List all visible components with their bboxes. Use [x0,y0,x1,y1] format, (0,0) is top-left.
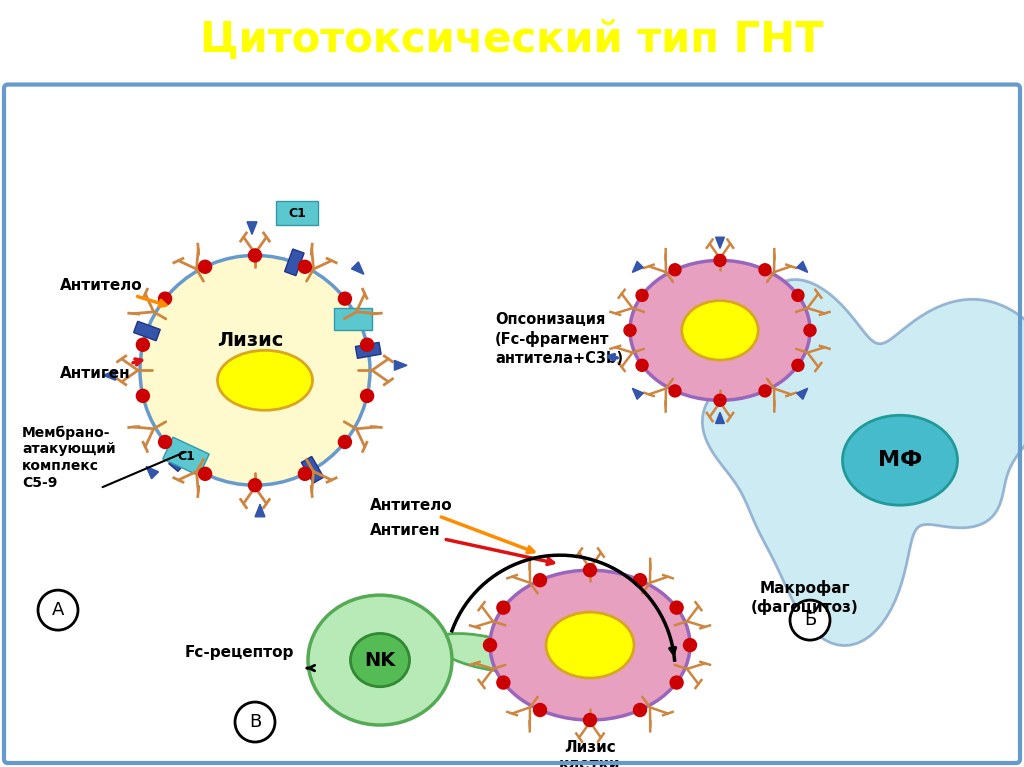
Bar [301,456,324,483]
Bar [285,249,304,275]
Polygon shape [632,262,643,272]
Polygon shape [797,388,808,400]
Text: Лизис
клетки: Лизис клетки [559,740,621,767]
Text: Цитотоксический тип ГНТ: Цитотоксический тип ГНТ [200,19,824,61]
Ellipse shape [682,301,758,360]
Ellipse shape [308,595,452,725]
Circle shape [714,255,726,266]
Circle shape [759,264,771,276]
Polygon shape [247,222,257,235]
Circle shape [140,255,370,486]
Text: Мембрано-
атакующий
комплекс
С5-9: Мембрано- атакующий комплекс С5-9 [22,425,116,490]
Text: Лизис: Лизис [217,331,284,350]
Ellipse shape [630,260,810,400]
Text: Антитело: Антитело [60,278,166,306]
Circle shape [804,324,816,337]
Circle shape [249,249,261,262]
Polygon shape [632,388,643,400]
Circle shape [792,289,804,301]
Circle shape [683,639,696,652]
Bar [334,308,372,330]
Circle shape [669,264,681,276]
Circle shape [534,574,547,587]
Ellipse shape [490,570,690,720]
Polygon shape [716,413,724,423]
Circle shape [669,385,681,397]
Circle shape [670,676,683,689]
Text: В: В [249,713,261,731]
Polygon shape [797,262,808,272]
Circle shape [497,676,510,689]
Polygon shape [146,466,159,479]
Circle shape [636,289,648,301]
Circle shape [234,702,275,742]
Circle shape [792,359,804,371]
Circle shape [298,467,311,480]
Text: А: А [52,601,65,619]
Ellipse shape [217,351,312,410]
Circle shape [636,359,648,371]
Circle shape [360,390,374,403]
Circle shape [159,292,172,305]
Circle shape [714,394,726,407]
Bar [276,202,318,225]
Polygon shape [103,370,116,380]
Polygon shape [702,279,1024,646]
Circle shape [199,260,212,273]
Bar [355,342,381,358]
Text: МФ: МФ [878,450,923,470]
Ellipse shape [843,415,957,505]
Circle shape [670,601,683,614]
Ellipse shape [350,634,410,686]
Circle shape [624,324,636,337]
Circle shape [534,703,547,716]
Circle shape [338,292,351,305]
Circle shape [199,467,212,480]
Circle shape [634,703,646,716]
Circle shape [759,385,771,397]
Text: Антиген: Антиген [60,359,141,381]
Text: NK: NK [365,650,395,670]
Polygon shape [255,504,265,517]
Circle shape [136,390,150,403]
Text: C1: C1 [288,207,306,220]
Text: Антитело: Антитело [370,499,534,552]
Bar [133,321,161,341]
Circle shape [249,479,261,492]
Circle shape [497,601,510,614]
Text: Макрофаг
(фагоцитоз): Макрофаг (фагоцитоз) [752,580,859,615]
Text: Антиген: Антиген [370,523,554,565]
Circle shape [38,590,78,630]
Text: Fc-рецептор: Fc-рецептор [185,644,294,660]
Ellipse shape [546,612,634,678]
Bar [169,446,194,472]
Polygon shape [351,262,364,275]
Circle shape [483,639,497,652]
Circle shape [298,260,311,273]
Polygon shape [394,360,407,370]
Circle shape [136,338,150,351]
Circle shape [360,338,374,351]
Circle shape [338,436,351,449]
Bar [163,437,209,476]
Polygon shape [716,237,724,249]
Circle shape [584,713,597,726]
Circle shape [584,564,597,577]
Circle shape [790,600,830,640]
Text: C1: C1 [177,450,195,463]
Text: Б: Б [804,611,816,629]
Ellipse shape [433,634,537,672]
Text: Опсонизация
(Fc-фрагмент
антитела+С3b): Опсонизация (Fc-фрагмент антитела+С3b) [495,312,624,366]
Circle shape [159,436,172,449]
Circle shape [634,574,646,587]
